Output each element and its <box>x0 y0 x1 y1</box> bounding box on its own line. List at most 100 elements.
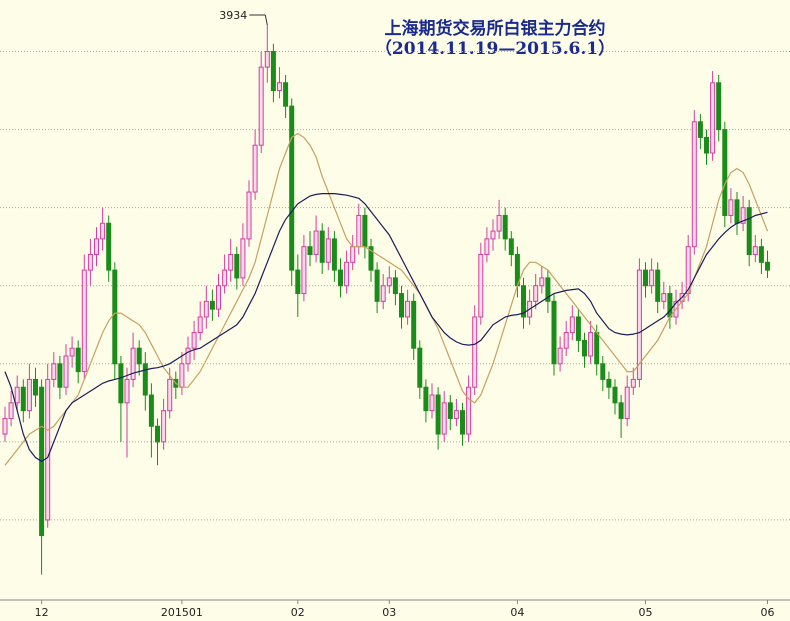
candle-body <box>746 207 752 256</box>
candle-body <box>429 394 435 412</box>
candle-body <box>368 246 374 271</box>
candle-body <box>691 121 697 248</box>
candle-body <box>374 269 380 302</box>
candle-body <box>161 410 167 443</box>
max-label-leader <box>264 14 268 26</box>
candle-body <box>399 293 404 318</box>
chart-title: 上海期货交易所白银主力合约 <box>385 18 606 39</box>
candle-body <box>331 238 337 271</box>
candle-body <box>588 332 594 357</box>
candle-body <box>14 386 20 404</box>
moving-average-line <box>4 132 769 466</box>
candle-body <box>69 347 75 357</box>
candle-body <box>136 347 142 365</box>
candle-body <box>612 386 618 404</box>
candle-body <box>697 121 703 138</box>
candle-body <box>63 355 69 388</box>
candle-body <box>472 316 478 388</box>
candle-body <box>33 378 38 396</box>
candle-body <box>630 378 636 388</box>
candle-body <box>87 254 93 271</box>
candle-body <box>758 246 764 263</box>
candle-body <box>313 230 319 256</box>
candle-body <box>130 347 136 380</box>
candle-body <box>728 199 734 216</box>
candle-body <box>661 293 667 302</box>
candle-body <box>441 402 447 435</box>
candle-body <box>496 214 502 232</box>
candle-body <box>258 66 264 146</box>
candle-body <box>2 417 8 435</box>
candle-body <box>216 285 221 310</box>
candle-body <box>569 316 575 334</box>
candle-body <box>624 386 630 419</box>
candle-body <box>704 136 709 154</box>
x-tick-label: 04 <box>510 606 524 619</box>
candle-body <box>344 261 350 287</box>
candle-body <box>405 300 411 318</box>
candle-body <box>20 386 26 412</box>
candle-body <box>643 269 648 287</box>
candle-body <box>594 332 600 365</box>
candle-body <box>295 269 301 295</box>
candle-body <box>600 363 606 380</box>
candle-body <box>350 246 356 263</box>
candle-body <box>246 191 252 240</box>
candle-body <box>392 277 398 295</box>
x-tick-label: 06 <box>761 606 775 619</box>
candle-body <box>606 378 612 388</box>
candle-body <box>222 269 228 287</box>
candle-body <box>26 378 32 412</box>
candle-body <box>655 269 661 302</box>
candle-body <box>545 277 551 302</box>
candle-body <box>417 347 423 388</box>
candle-body <box>557 347 563 365</box>
candle-body <box>466 386 472 435</box>
candle-body <box>270 51 276 92</box>
candle-body <box>228 254 234 271</box>
moving-average-line <box>4 193 768 463</box>
candle-body <box>539 277 545 287</box>
candle-body <box>356 214 362 248</box>
candle-body <box>575 316 581 341</box>
candle-body <box>460 410 465 435</box>
candle-body <box>386 277 392 287</box>
x-tick-label: 05 <box>639 606 653 619</box>
candle-body <box>118 363 124 404</box>
candle-body <box>508 238 514 256</box>
candle-body <box>148 394 154 427</box>
candle-body <box>240 238 246 279</box>
candle-body <box>45 378 51 521</box>
candle-body <box>716 82 722 131</box>
candle-body <box>710 82 716 154</box>
candle-body <box>307 246 313 256</box>
candle-body <box>533 285 539 302</box>
candle-body <box>722 129 728 216</box>
candle-body <box>490 230 496 240</box>
candle-body <box>301 246 307 295</box>
candle-body <box>185 347 191 365</box>
candle-body <box>203 300 209 318</box>
x-tick-label: 201501 <box>161 606 203 619</box>
candle-body <box>502 214 508 240</box>
candle-body <box>142 363 148 396</box>
candle-body <box>765 261 770 271</box>
candle-body <box>435 394 441 435</box>
candle-body <box>582 339 587 357</box>
candle-body <box>649 269 655 287</box>
candle-body <box>423 386 429 412</box>
candle-body <box>319 230 325 263</box>
candle-body <box>411 300 417 349</box>
candle-body <box>380 285 386 302</box>
candle-body <box>289 105 295 271</box>
candle-body <box>155 425 160 443</box>
candle-body <box>636 269 642 380</box>
candle-body <box>551 300 557 365</box>
candle-body <box>191 332 197 349</box>
candle-body <box>484 238 490 256</box>
candle-body <box>81 269 87 373</box>
candle-body <box>740 207 746 224</box>
candle-body <box>179 363 185 388</box>
